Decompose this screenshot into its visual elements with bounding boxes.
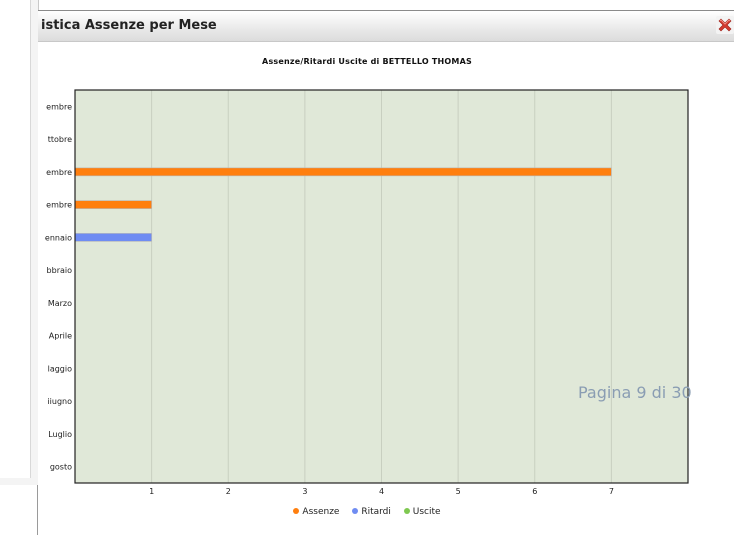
y-category-label: Marzo [48, 299, 72, 308]
dialog-titlebar[interactable]: istica Assenze per Mese [38, 11, 734, 42]
background-divider [37, 485, 38, 535]
x-tick-label: 4 [379, 487, 384, 496]
legend-label-uscite: Uscite [412, 507, 441, 517]
legend-item-ritardi: Ritardi [352, 507, 391, 517]
legend-item-assenze: Assenze [293, 507, 339, 517]
dialog-title: istica Assenze per Mese [41, 18, 217, 33]
y-category-label: iiugno [47, 397, 72, 406]
y-category-label: ttobre [48, 135, 72, 144]
page-watermark: Pagina 9 di 30 [578, 383, 692, 402]
x-tick-label: 6 [532, 487, 537, 496]
y-category-label: ennaio [45, 233, 72, 242]
y-category-label: Luglio [48, 430, 72, 439]
x-tick-label: 3 [302, 487, 307, 496]
background-page-panel [0, 0, 39, 485]
background-page-inner [0, 0, 31, 478]
y-category-label: bbraio [47, 266, 73, 275]
legend-dot-assenze [293, 508, 300, 514]
y-category-label: embre [46, 168, 72, 177]
plot-border [74, 89, 689, 484]
legend-label-assenze: Assenze [302, 507, 340, 517]
y-category-label: laggio [48, 364, 73, 373]
y-category-label: embre [46, 102, 72, 111]
y-category-label: Aprile [49, 332, 72, 341]
x-tick-label: 5 [456, 487, 461, 496]
x-tick-label: 7 [609, 487, 614, 496]
chart-legend: Assenze Ritardi Uscite [0, 507, 734, 517]
y-category-label: gosto [50, 463, 72, 472]
legend-dot-ritardi [352, 508, 359, 514]
y-category-label: embre [46, 201, 72, 210]
legend-dot-uscite [403, 508, 410, 514]
close-icon[interactable] [715, 15, 734, 35]
bar-assenze [74, 167, 612, 177]
chart-title: Assenze/Ritardi Uscite di BETTELLO THOMA… [262, 57, 472, 66]
x-tick-label: 2 [226, 487, 231, 496]
x-tick-label: 1 [149, 487, 154, 496]
bar-assenze [74, 200, 152, 209]
bar-ritardi [74, 233, 152, 242]
legend-label-ritardi: Ritardi [361, 507, 391, 517]
legend-item-uscite: Uscite [403, 507, 441, 517]
